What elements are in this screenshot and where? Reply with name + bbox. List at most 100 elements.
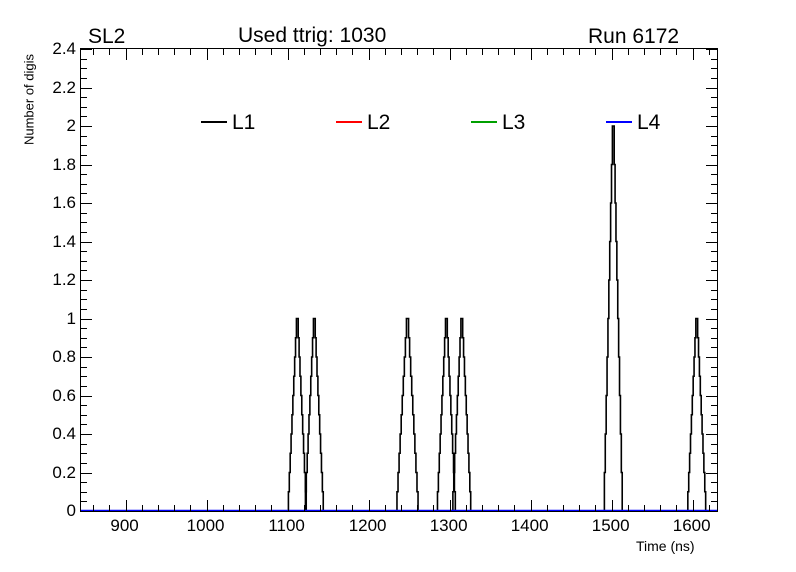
y-tick-label: 1.6 (52, 193, 76, 212)
y-tick-major (81, 318, 92, 320)
y-tick-minor (81, 308, 87, 310)
x-tick-minor (190, 49, 192, 55)
y-tick-minor (81, 174, 87, 176)
y-tick-minor (81, 376, 87, 378)
x-tick-minor (141, 49, 143, 55)
y-tick-minor (81, 222, 87, 224)
y-tick-major (706, 357, 717, 358)
x-tick-label: 1600 (672, 516, 711, 535)
x-tick-minor (222, 49, 224, 55)
y-tick-major (706, 203, 717, 204)
legend-entry-l2[interactable]: L2 (336, 107, 390, 137)
y-tick-label: 1.4 (52, 231, 76, 251)
y-tick-minor (711, 347, 717, 349)
legend-swatch-l3 (471, 121, 497, 123)
y-tick-label: 1.8 (52, 154, 76, 174)
y-tick-minor (711, 251, 717, 253)
x-tick-minor (417, 49, 419, 55)
legend: L1 L2 L3 L4 (191, 107, 691, 137)
x-tick-minor (303, 505, 305, 511)
legend-entry-l3[interactable]: L3 (471, 107, 525, 137)
y-tick-minor (711, 174, 717, 176)
y-tick-minor (711, 145, 717, 147)
y-tick-minor (711, 135, 717, 137)
y-tick-major (81, 241, 92, 243)
x-tick-minor (401, 505, 403, 511)
y-tick-minor (711, 212, 717, 214)
y-tick-major (706, 280, 717, 281)
y-tick-label: 0.4 (52, 424, 76, 443)
y-tick-major (81, 126, 92, 127)
y-tick-label: 2.4 (52, 39, 76, 58)
y-tick-major (706, 87, 717, 89)
x-tick-minor (320, 49, 321, 55)
y-tick-minor (711, 97, 717, 99)
y-tick-minor (711, 491, 717, 493)
x-tick-major (611, 49, 613, 60)
y-tick-minor (711, 424, 717, 426)
y-tick-minor (81, 270, 87, 272)
y-tick-minor (711, 395, 717, 397)
y-tick-label: 0.6 (52, 385, 76, 405)
x-tick-minor (336, 505, 338, 511)
x-tick-minor (579, 49, 581, 55)
x-tick-minor (384, 505, 386, 511)
x-tick-minor (482, 49, 484, 55)
y-tick-minor (711, 77, 717, 79)
x-tick-minor (238, 49, 240, 55)
y-tick-major (81, 203, 92, 204)
x-tick-minor (595, 505, 597, 511)
y-tick-label: 1.2 (52, 270, 76, 289)
x-tick-minor (417, 505, 419, 511)
x-tick-minor (498, 49, 500, 55)
ttrig-title: Used ttrig: 1030 (238, 24, 387, 47)
y-tick-minor (81, 424, 87, 426)
x-tick-minor (676, 49, 678, 55)
x-tick-minor (627, 505, 629, 511)
y-tick-minor (81, 385, 87, 387)
y-tick-minor (81, 405, 87, 407)
legend-label-l4: L4 (637, 110, 661, 134)
y-tick-minor (81, 260, 87, 262)
x-tick-minor (93, 49, 95, 55)
x-tick-minor (352, 49, 354, 55)
y-tick-minor (81, 212, 87, 214)
x-tick-minor (514, 49, 516, 55)
y-tick-minor (81, 434, 87, 435)
y-tick-minor (711, 299, 717, 301)
x-tick-minor (238, 505, 240, 511)
y-tick-minor (81, 251, 87, 253)
y-tick-minor (711, 231, 717, 233)
x-tick-minor (579, 505, 581, 511)
x-tick-minor (433, 49, 435, 55)
x-tick-minor (482, 505, 484, 511)
x-tick-major (125, 500, 127, 511)
y-tick-minor (81, 462, 87, 464)
y-tick-minor (711, 405, 717, 407)
legend-entry-l1[interactable]: L1 (201, 107, 255, 137)
data-series-svg (81, 125, 717, 511)
legend-label-l3: L3 (502, 110, 526, 134)
y-tick-minor (81, 482, 87, 484)
y-tick-minor (81, 453, 87, 455)
x-tick-major (125, 49, 127, 60)
y-tick-label: 0.2 (52, 462, 76, 482)
x-tick-minor (271, 505, 273, 511)
legend-swatch-l1 (201, 121, 227, 123)
x-tick-minor (644, 49, 646, 55)
y-tick-minor (81, 491, 87, 493)
x-tick-major (449, 49, 451, 60)
y-tick-minor (711, 289, 717, 291)
y-tick-minor (711, 68, 717, 70)
y-tick-minor (81, 299, 87, 301)
y-tick-minor (81, 183, 87, 185)
y-tick-major (81, 472, 92, 474)
y-tick-minor (711, 270, 717, 272)
y-tick-minor (81, 97, 87, 99)
x-tick-minor (255, 505, 257, 511)
x-tick-minor (109, 505, 111, 511)
x-tick-label: 1000 (186, 516, 225, 535)
x-tick-minor (352, 505, 354, 511)
legend-entry-l4[interactable]: L4 (606, 107, 660, 137)
